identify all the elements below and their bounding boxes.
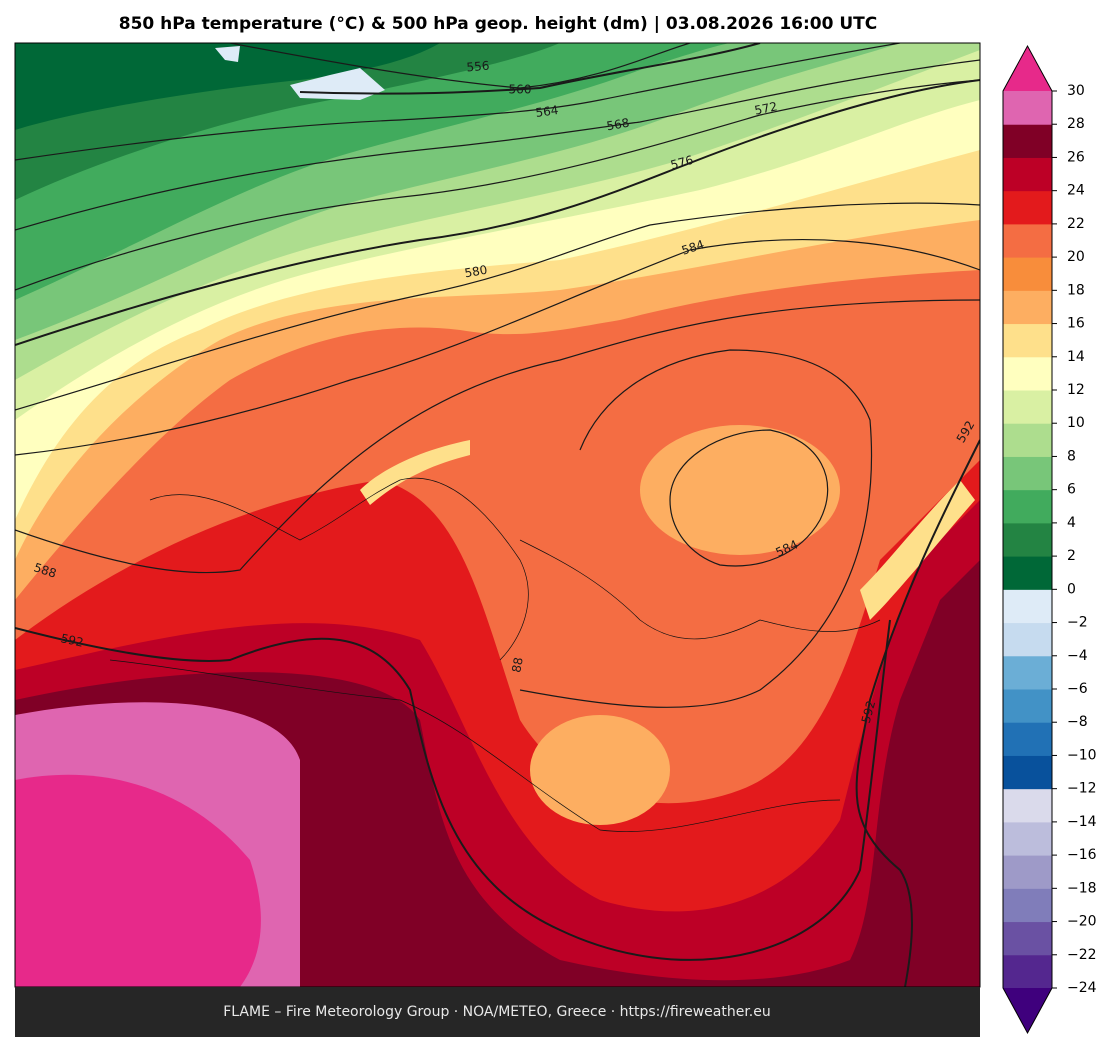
title: 850 hPa temperature (°C) & 500 hPa geop.… — [119, 14, 878, 34]
temp-field — [15, 43, 440, 130]
colorbar-bin — [1003, 821, 1052, 856]
colorbar-tick-label: 4 — [1067, 515, 1076, 531]
contour-label: 560 — [509, 83, 532, 97]
colorbar-tick-label: 18 — [1067, 282, 1085, 298]
colorbar-tick-label: 8 — [1067, 448, 1076, 464]
isohypse — [15, 619, 891, 961]
colorbar: −24−22−20−18−16−14−12−10−8−6−4−202468101… — [1002, 44, 1097, 1035]
colorbar-bin — [1003, 323, 1052, 358]
colorbar-tick-label: −6 — [1067, 681, 1088, 697]
colorbar-tick-label: −2 — [1067, 615, 1088, 631]
colorbar-bin — [1003, 356, 1052, 391]
colorbar-tick-label: −18 — [1067, 880, 1097, 896]
colorbar-bin — [1003, 124, 1052, 158]
temp-field — [215, 46, 385, 100]
colorbar-tick-label: 10 — [1067, 415, 1085, 431]
colorbar-tick-label: −10 — [1067, 747, 1097, 763]
colorbar-extend-high — [1003, 46, 1052, 91]
isohypse — [229, 43, 691, 89]
isohypse — [669, 429, 829, 567]
contour-label: 556 — [466, 59, 490, 75]
colorbar-tick-label: 0 — [1067, 581, 1076, 597]
colorbar-bin — [1003, 788, 1052, 823]
colorbar-bin — [1003, 556, 1052, 590]
colorbar-bin — [1003, 423, 1052, 457]
colorbar-tick-label: 24 — [1067, 183, 1085, 199]
isohypse — [855, 439, 980, 987]
colorbar-tick-label: −24 — [1067, 980, 1097, 996]
colorbar-bin — [1003, 489, 1052, 524]
isohypse — [15, 79, 980, 346]
colorbar-bin — [1003, 622, 1052, 657]
isohypse — [519, 349, 873, 708]
colorbar-tick-label: 30 — [1067, 83, 1085, 99]
isohypse — [15, 59, 980, 231]
contour-label: 572 — [753, 99, 778, 117]
map: 5565605645685725765805845885925845925928… — [15, 43, 980, 987]
temp-field — [360, 440, 470, 505]
colorbar-bin — [1003, 190, 1052, 225]
colorbar-tick-label: 12 — [1067, 382, 1085, 398]
temp-field — [640, 425, 840, 555]
colorbar-bin — [1003, 722, 1052, 756]
colorbar-bin — [1003, 921, 1052, 956]
contour-label: 568 — [605, 116, 630, 134]
colorbar-bin — [1003, 522, 1052, 557]
contour-label: 592 — [59, 631, 84, 649]
colorbar-bin — [1003, 456, 1052, 491]
footer: FLAME – Fire Meteorology Group · NOA/MET… — [223, 1004, 771, 1020]
colorbar-bin — [1003, 157, 1052, 192]
colorbar-bin — [1003, 91, 1052, 125]
contour-label: 576 — [669, 153, 695, 172]
colorbar-tick-label: −16 — [1067, 847, 1097, 863]
isohypse — [15, 299, 980, 574]
coastline — [109, 477, 881, 832]
colorbar-tick-label: −8 — [1067, 714, 1088, 730]
colorbar-tick-label: 20 — [1067, 249, 1085, 265]
contour-label: 584 — [680, 237, 706, 257]
colorbar-tick-label: 16 — [1067, 316, 1085, 332]
colorbar-tick-label: 22 — [1067, 216, 1085, 232]
colorbar-tick-label: −14 — [1067, 814, 1097, 830]
isohypse — [15, 43, 901, 161]
colorbar-tick-label: −4 — [1067, 648, 1088, 664]
colorbar-tick-label: −22 — [1067, 947, 1097, 963]
colorbar-tick-label: 26 — [1067, 149, 1085, 165]
colorbar-bin — [1003, 390, 1052, 424]
temp-field — [530, 715, 670, 825]
colorbar-bin — [1003, 755, 1052, 790]
colorbar-bin — [1003, 888, 1052, 923]
colorbar-bin — [1003, 689, 1052, 723]
colorbar-bin — [1003, 290, 1052, 325]
contour-label: 88 — [509, 656, 525, 673]
colorbar-tick-label: −12 — [1067, 781, 1097, 797]
colorbar-tick-label: −20 — [1067, 914, 1097, 930]
colorbar-bin — [1003, 589, 1052, 624]
contour-label: 588 — [32, 560, 58, 580]
colorbar-tick-label: 6 — [1067, 482, 1076, 498]
footer-band — [15, 987, 980, 1037]
colorbar-bin — [1003, 655, 1052, 690]
colorbar-tick-label: 14 — [1067, 349, 1085, 365]
isohypse — [15, 239, 980, 456]
colorbar-bin — [1003, 954, 1052, 989]
temp-field — [860, 480, 975, 620]
colorbar-bin — [1003, 855, 1052, 889]
contour-label: 564 — [535, 103, 560, 120]
colorbar-tick-label: 2 — [1067, 548, 1076, 564]
colorbar-bin — [1003, 223, 1052, 258]
colorbar-extend-low — [1003, 988, 1052, 1033]
isohypse — [299, 43, 761, 95]
temp-field — [15, 774, 261, 987]
isohypse — [15, 202, 980, 411]
contour-label: 592 — [859, 699, 878, 725]
colorbar-tick-label: 28 — [1067, 116, 1085, 132]
isohypse — [15, 79, 980, 291]
colorbar-bin — [1003, 257, 1052, 291]
contour-label: 580 — [463, 263, 488, 281]
